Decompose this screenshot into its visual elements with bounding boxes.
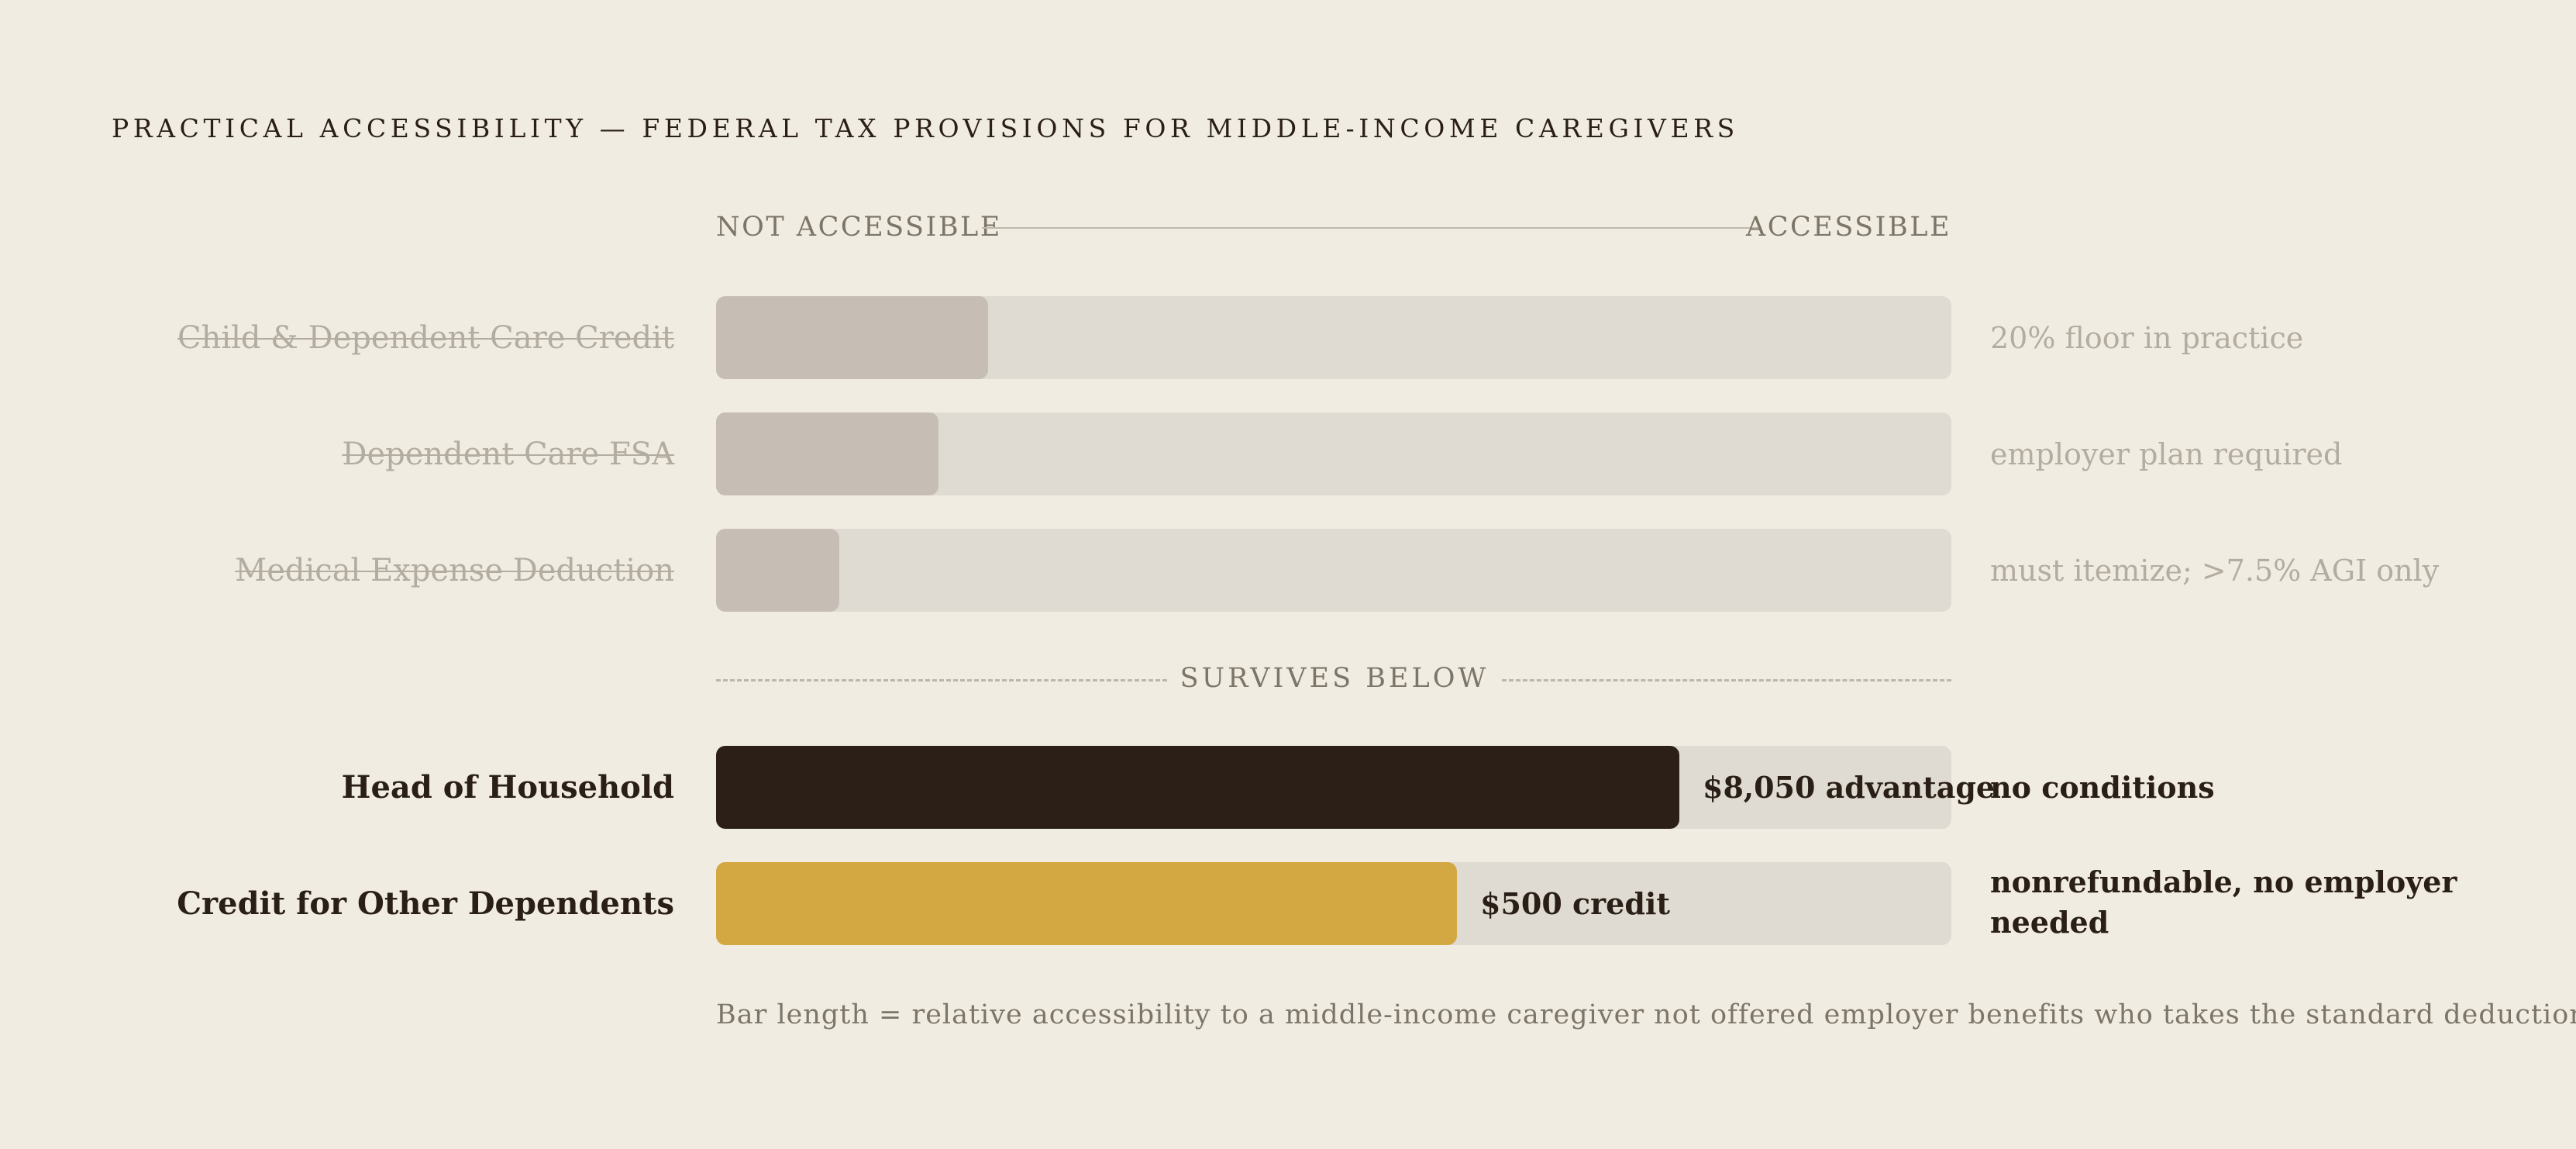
bar [716, 862, 1457, 945]
bar-label: Child & Dependent Care Credit [177, 319, 674, 356]
bar-label: Head of Household [341, 768, 674, 806]
scale-label-accessible: ACCESSIBLE [1745, 212, 1951, 243]
bar-label: Dependent Care FSA [342, 436, 674, 472]
divider-label: SURVIVES BELOW [1180, 663, 1489, 694]
divider-dash-left [716, 679, 1167, 681]
bar [716, 296, 988, 379]
bar-value-label: $500 credit [1480, 886, 1670, 921]
bar-note: no conditions [1990, 769, 2215, 805]
bar-value-label: $8,050 advantage [1703, 770, 1996, 805]
bar-note: nonrefundable, no employer needed [1990, 864, 2457, 940]
scale-axis-line [982, 227, 1762, 229]
chart-title: PRACTICAL ACCESSIBILITY — FEDERAL TAX PR… [112, 113, 1739, 143]
bar-track [716, 529, 1951, 612]
bar-track: $500 credit [716, 862, 1951, 945]
bar-track [716, 296, 1951, 379]
divider-dash-right [1502, 679, 1951, 681]
bar-note: must itemize; >7.5% AGI only [1990, 553, 2440, 588]
scale-label-not-accessible: NOT ACCESSIBLE [716, 212, 1002, 243]
bar [716, 529, 839, 612]
bar [716, 412, 938, 495]
bar-note: 20% floor in practice [1990, 320, 2304, 355]
bar-note: employer plan required [1990, 436, 2343, 471]
footnote: Bar length = relative accessibility to a… [716, 999, 2576, 1030]
bar-track: $8,050 advantage [716, 746, 1995, 829]
bar-label: Medical Expense Deduction [235, 552, 674, 588]
bar-track [716, 412, 1951, 495]
bar-label: Credit for Other Dependents [177, 885, 674, 922]
bar [716, 746, 1679, 829]
